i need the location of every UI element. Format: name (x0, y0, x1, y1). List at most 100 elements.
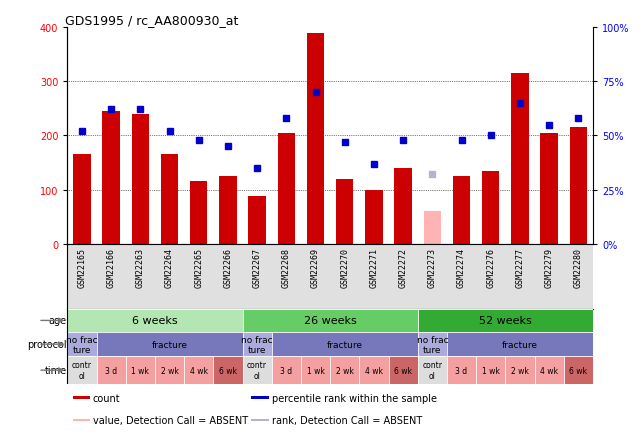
Text: 6 wk: 6 wk (219, 366, 237, 375)
Text: no frac
ture: no frac ture (66, 335, 97, 354)
Bar (476, 356, 505, 385)
Text: contr
ol: contr ol (422, 361, 442, 380)
Text: GSM22276: GSM22276 (487, 247, 495, 287)
Bar (131, 115, 149, 244)
Bar (360, 356, 388, 385)
Text: GSM22273: GSM22273 (428, 247, 437, 287)
Bar (190, 182, 208, 244)
Text: 4 wk: 4 wk (540, 366, 558, 375)
Text: 26 weeks: 26 weeks (304, 316, 356, 326)
Text: rank, Detection Call = ABSENT: rank, Detection Call = ABSENT (272, 415, 422, 425)
Bar (213, 356, 242, 385)
Text: no frac
ture: no frac ture (417, 335, 448, 354)
Text: 4 wk: 4 wk (190, 366, 208, 375)
Text: GSM22270: GSM22270 (340, 247, 349, 287)
Text: 1 wk: 1 wk (306, 366, 324, 375)
Bar (73, 155, 90, 244)
Bar (67, 356, 97, 385)
Bar (570, 128, 587, 244)
Text: 3 d: 3 d (105, 366, 117, 375)
Bar (67, 332, 97, 356)
Bar (511, 74, 529, 244)
Text: fracture: fracture (327, 340, 363, 349)
Text: GSM22274: GSM22274 (457, 247, 466, 287)
Text: GSM22166: GSM22166 (106, 247, 115, 287)
Text: GSM22269: GSM22269 (311, 247, 320, 287)
Bar (155, 356, 184, 385)
Text: GSM22265: GSM22265 (194, 247, 203, 287)
Text: 1 wk: 1 wk (482, 366, 499, 375)
Bar (184, 356, 213, 385)
Text: GSM22280: GSM22280 (574, 247, 583, 287)
Bar (67, 309, 242, 332)
Text: fracture: fracture (502, 340, 538, 349)
Text: contr
ol: contr ol (72, 361, 92, 380)
Text: time: time (45, 365, 67, 375)
Text: 2 wk: 2 wk (511, 366, 529, 375)
Bar (418, 356, 447, 385)
Text: GSM22267: GSM22267 (253, 247, 262, 287)
Bar (251, 396, 269, 399)
Text: no frac
ture: no frac ture (241, 335, 273, 354)
Text: 6 wk: 6 wk (569, 366, 587, 375)
Bar (301, 356, 330, 385)
Text: 2 wk: 2 wk (336, 366, 354, 375)
Text: 1 wk: 1 wk (131, 366, 149, 375)
Bar (126, 356, 155, 385)
Text: GSM22263: GSM22263 (136, 247, 145, 287)
Text: 52 weeks: 52 weeks (479, 316, 531, 326)
Text: 6 weeks: 6 weeks (132, 316, 178, 326)
Bar (453, 177, 470, 244)
Bar (336, 179, 353, 244)
Text: contr
ol: contr ol (247, 361, 267, 380)
Text: age: age (49, 316, 67, 326)
Text: value, Detection Call = ABSENT: value, Detection Call = ABSENT (93, 415, 248, 425)
Text: GDS1995 / rc_AA800930_at: GDS1995 / rc_AA800930_at (65, 14, 238, 27)
Text: GSM22279: GSM22279 (545, 247, 554, 287)
Bar (482, 171, 499, 244)
Bar (388, 356, 418, 385)
Text: 3 d: 3 d (456, 366, 467, 375)
Bar (242, 309, 418, 332)
Bar (97, 332, 242, 356)
Bar (418, 332, 447, 356)
Bar (272, 332, 418, 356)
Bar (540, 133, 558, 244)
Bar (272, 356, 301, 385)
Bar (103, 112, 120, 244)
Text: GSM22266: GSM22266 (224, 247, 233, 287)
Text: GSM22272: GSM22272 (399, 247, 408, 287)
Bar (97, 356, 126, 385)
Text: 4 wk: 4 wk (365, 366, 383, 375)
Bar (505, 356, 535, 385)
Bar (535, 356, 563, 385)
Bar (447, 356, 476, 385)
Text: GSM22277: GSM22277 (515, 247, 524, 287)
Text: fracture: fracture (151, 340, 188, 349)
Text: GSM22271: GSM22271 (369, 247, 378, 287)
Text: percentile rank within the sample: percentile rank within the sample (272, 393, 437, 403)
Text: count: count (93, 393, 121, 403)
Text: GSM22165: GSM22165 (78, 247, 87, 287)
Text: protocol: protocol (27, 339, 67, 349)
Text: GSM22268: GSM22268 (282, 247, 291, 287)
Bar (365, 190, 383, 244)
Bar (330, 356, 360, 385)
Text: 2 wk: 2 wk (161, 366, 178, 375)
Bar (447, 332, 593, 356)
Bar (563, 356, 593, 385)
Text: 6 wk: 6 wk (394, 366, 412, 375)
Bar (278, 133, 295, 244)
Bar (424, 212, 441, 244)
Bar (418, 309, 593, 332)
Bar (251, 419, 269, 421)
Bar (72, 419, 90, 421)
Bar (242, 332, 272, 356)
Text: GSM22264: GSM22264 (165, 247, 174, 287)
Bar (219, 177, 237, 244)
Bar (394, 168, 412, 244)
Bar (242, 356, 272, 385)
Bar (161, 155, 178, 244)
Bar (307, 33, 324, 244)
Bar (248, 197, 266, 244)
